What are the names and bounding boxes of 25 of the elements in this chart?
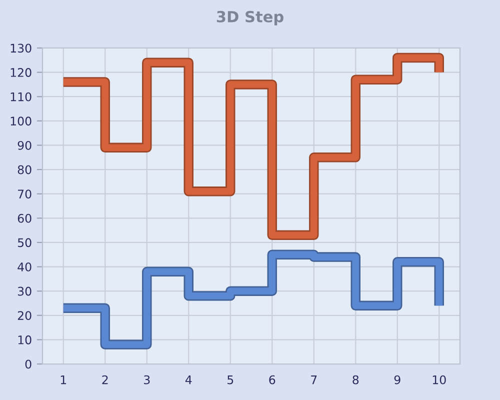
x-tick-label: 3	[144, 375, 150, 384]
y-tick-label: 120	[10, 68, 32, 77]
x-tick-label: 1	[60, 375, 66, 384]
y-tick-label: 110	[10, 92, 32, 102]
y-tick-label: 80	[18, 165, 32, 174]
x-tick-label: 7	[311, 375, 317, 384]
y-tick-label: 0	[25, 360, 32, 369]
x-tick-label: 6	[269, 375, 276, 384]
y-tick-label: 50	[18, 238, 32, 248]
x-tick-label: 9	[394, 375, 400, 384]
y-tick-label: 10	[18, 335, 32, 344]
x-tick-label: 2	[102, 375, 108, 384]
x-tick-label: 4	[185, 375, 192, 384]
y-tick-label: 130	[10, 44, 32, 53]
y-tick-label: 90	[18, 140, 32, 150]
x-tick-label: 8	[352, 375, 359, 384]
x-tick-label: 10	[432, 375, 446, 384]
y-tick-label: 40	[18, 262, 32, 272]
y-tick-label: 100	[10, 116, 32, 126]
chart-title: 3D Step	[216, 10, 284, 26]
x-tick-label: 5	[228, 375, 234, 384]
y-tick-label: 60	[18, 214, 32, 223]
y-tick-label: 70	[18, 190, 32, 198]
y-tick-label: 30	[18, 286, 32, 296]
y-tick-label: 20	[18, 311, 32, 320]
